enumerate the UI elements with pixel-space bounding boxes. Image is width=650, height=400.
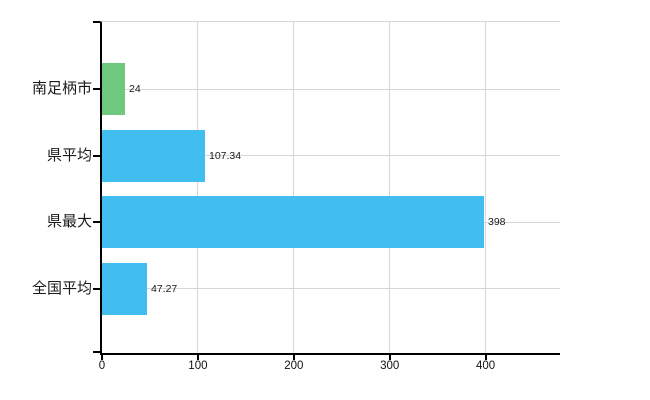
x-axis-tick [484,355,487,360]
x-axis-tick-label: 300 [380,360,400,372]
y-axis-tick [93,221,100,223]
y-axis-edge-tick [93,351,100,353]
vertical-gridline [485,21,487,353]
bar-2 [102,196,484,248]
horizontal-gridline [102,88,560,90]
x-axis-tick-label: 0 [98,360,106,372]
x-axis-tick [292,355,295,360]
value-label: 47.27 [151,282,178,295]
bar-3 [102,262,147,315]
x-axis-tick-label: 400 [475,360,496,372]
y-axis-tick [93,88,100,90]
vertical-gridline [197,21,199,353]
value-label: 107.34 [209,149,242,162]
horizontal-gridline [102,155,560,156]
x-axis-tick [388,355,391,360]
y-axis-edge-tick [93,21,100,23]
vertical-gridline [293,21,295,353]
x-axis-tick [101,355,103,360]
bar-1 [102,129,205,182]
category-label: 南足柄市 [31,80,92,97]
horizontal-gridline [102,288,560,289]
y-axis-tick [93,287,100,290]
x-axis-tick [196,355,199,360]
vertical-gridline [389,21,391,353]
category-label: 県平均 [46,146,92,164]
plot-area [100,21,560,355]
value-label: 398 [488,216,506,228]
category-label: 全国平均 [31,279,92,297]
category-label: 県最大 [46,213,92,230]
bar-0 [102,63,125,115]
value-label: 24 [129,83,141,95]
y-axis-tick [93,154,100,157]
x-axis-tick-label: 200 [284,360,304,372]
x-axis-tick-label: 100 [188,360,208,372]
